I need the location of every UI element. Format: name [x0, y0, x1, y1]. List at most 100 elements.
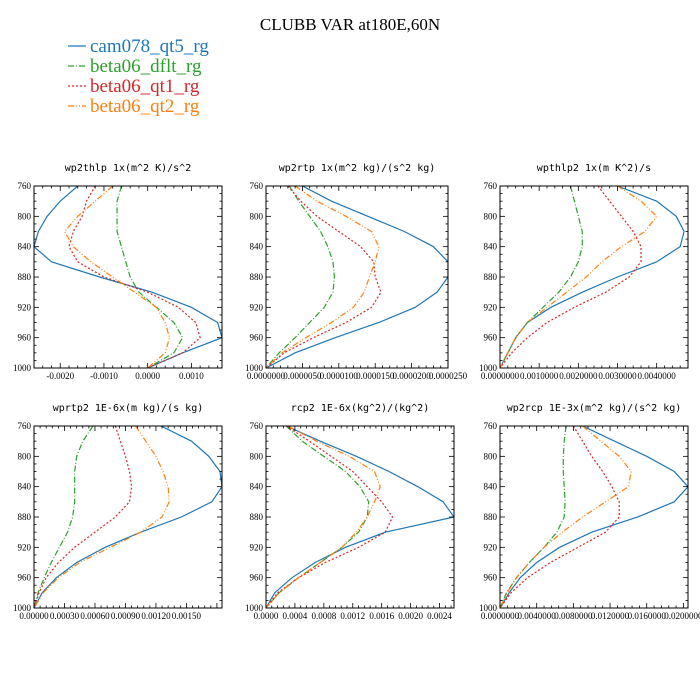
series-line	[500, 426, 688, 608]
series-line	[266, 426, 370, 608]
x-tick-label: 0.00030	[50, 611, 80, 621]
series-line	[266, 186, 380, 368]
y-tick-label: 1000	[245, 363, 264, 373]
y-tick-label: 840	[250, 242, 264, 252]
series-line	[34, 426, 94, 608]
y-tick-label: 880	[484, 512, 498, 522]
plot-frame	[33, 185, 223, 369]
panel: wp2thlp 1x(m^2 K)/s^2 760 800 840 880 920 960 1…	[13, 163, 223, 381]
y-tick-label: 960	[18, 573, 32, 583]
y-tick-label: 960	[18, 333, 32, 343]
panel-title: wp2thlp 1x(m^2 K)/s^2	[65, 163, 191, 174]
legend: cam078_qt5_rgbeta06_dflt_rgbeta06_qt1_rg…	[68, 36, 209, 117]
x-tick-label: 0.0020	[398, 611, 423, 621]
panel-title: wp2rcp 1E-3x(m^2 kg)/(s^2 kg)	[507, 403, 682, 414]
panel: wp2rcp 1E-3x(m^2 kg)/(s^2 kg) 760 800 840 88…	[479, 403, 700, 621]
y-tick-label: 880	[18, 272, 32, 282]
panel: wpthlp2 1x(m K^2)/s 760 800 840 880 920 960 100…	[479, 163, 689, 381]
x-tick-label: 0.0000200	[392, 371, 431, 381]
series-line	[34, 426, 133, 608]
y-tick-label: 800	[484, 451, 498, 461]
y-tick-label: 800	[250, 211, 264, 221]
y-tick-label: 1000	[13, 363, 32, 373]
series-line	[34, 426, 222, 608]
x-tick-label: 0.0004	[283, 611, 308, 621]
plot-frame	[499, 185, 689, 369]
x-tick-label: 0.0080000	[554, 611, 593, 621]
x-tick-label: 0.0000250	[429, 371, 468, 381]
plot-frame	[265, 185, 449, 369]
plot-frame	[33, 425, 223, 609]
series-line	[500, 186, 583, 368]
x-tick-label: 0.00000	[19, 611, 49, 621]
series-line	[500, 186, 685, 368]
x-tick-label: 0.0016	[369, 611, 394, 621]
panel-title: wprtp2 1E-6x(m kg)/(s kg)	[53, 403, 204, 414]
series-line	[266, 186, 336, 368]
y-tick-label: 840	[250, 482, 264, 492]
x-tick-label: 0.0030000	[598, 371, 637, 381]
y-tick-label: 880	[18, 512, 32, 522]
y-tick-label: 800	[18, 451, 32, 461]
legend-entry: cam078_qt5_rg	[68, 36, 209, 57]
series-line	[500, 426, 567, 608]
x-tick-label: 0.0010000	[520, 371, 559, 381]
x-tick-label: 0.0000000	[481, 371, 520, 381]
panel: rcp2 1E-6x(kg^2)/(kg^2) 760 800 840 880 920 96…	[245, 403, 455, 621]
y-tick-label: 960	[250, 333, 264, 343]
series-line	[266, 426, 381, 608]
x-tick-label: 0.0012	[340, 611, 365, 621]
legend-label: beta06_qt1_rg	[90, 76, 200, 97]
y-tick-label: 880	[250, 512, 264, 522]
x-tick-label: 0.00090	[111, 611, 141, 621]
legend-entry: beta06_qt2_rg	[68, 96, 200, 117]
y-tick-label: 800	[484, 211, 498, 221]
y-tick-label: 920	[250, 302, 264, 312]
y-tick-label: 920	[484, 302, 498, 312]
panel-title: rcp2 1E-6x(kg^2)/(kg^2)	[291, 403, 429, 414]
y-tick-label: 840	[18, 482, 32, 492]
y-tick-label: 880	[250, 272, 264, 282]
legend-entry: beta06_qt1_rg	[68, 76, 200, 97]
y-tick-label: 800	[250, 451, 264, 461]
y-tick-label: 760	[250, 421, 264, 431]
x-tick-label: 0.00150	[172, 611, 202, 621]
panel: wprtp2 1E-6x(m kg)/(s kg) 760 800 840 880 920…	[13, 403, 223, 621]
series-line	[68, 186, 201, 368]
y-tick-label: 840	[484, 242, 498, 252]
y-tick-label: 1000	[245, 603, 264, 613]
x-tick-label: 0.0120000	[591, 611, 630, 621]
x-tick-label: 0.0000150	[356, 371, 395, 381]
series-line	[266, 186, 448, 368]
plot-frame	[499, 425, 689, 609]
x-tick-label: -0.0020	[46, 371, 74, 381]
legend-label: cam078_qt5_rg	[90, 36, 209, 57]
series-line	[63, 186, 171, 368]
y-tick-label: 760	[250, 181, 264, 191]
y-tick-label: 880	[484, 272, 498, 282]
x-tick-label: 0.00060	[80, 611, 110, 621]
y-tick-label: 920	[484, 542, 498, 552]
series-line	[266, 426, 454, 608]
x-tick-label: -0.0010	[90, 371, 118, 381]
panel-title: wpthlp2 1x(m K^2)/s	[537, 163, 651, 174]
series-line	[116, 186, 184, 368]
y-tick-label: 760	[484, 421, 498, 431]
y-tick-label: 960	[250, 573, 264, 583]
x-tick-label: 0.0000050	[283, 371, 322, 381]
y-tick-label: 1000	[13, 603, 32, 613]
series-line	[500, 186, 642, 368]
series-line	[266, 186, 382, 368]
y-tick-label: 840	[18, 242, 32, 252]
legend-label: beta06_dflt_rg	[90, 56, 202, 77]
y-tick-label: 960	[484, 333, 498, 343]
x-tick-label: 0.0000	[135, 371, 160, 381]
x-tick-label: 0.0020000	[559, 371, 598, 381]
y-tick-label: 1000	[479, 603, 498, 613]
y-tick-label: 1000	[479, 363, 498, 373]
series-line	[266, 426, 394, 608]
x-tick-label: 0.0010	[179, 371, 204, 381]
y-tick-label: 760	[18, 421, 32, 431]
legend-label: beta06_qt2_rg	[90, 96, 200, 117]
